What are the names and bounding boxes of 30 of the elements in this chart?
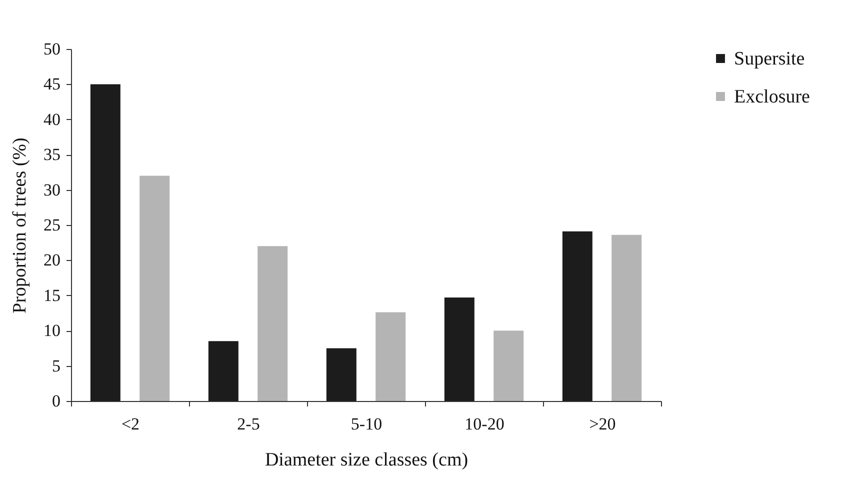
bar: [376, 312, 406, 401]
y-tick-label: 20: [44, 250, 60, 270]
bar: [494, 330, 524, 401]
y-tick-label: 50: [44, 40, 60, 58]
bar: [90, 84, 120, 401]
y-tick-label: 35: [44, 145, 60, 164]
y-tick-label: 10: [44, 321, 60, 340]
bar: [326, 348, 356, 401]
bar: [258, 246, 288, 401]
y-tick-label: 5: [52, 356, 60, 376]
y-tick-label: 40: [44, 110, 60, 129]
y-axis-title: Proportion of trees (%): [10, 138, 30, 314]
x-tick-label: >20: [589, 414, 616, 434]
bar: [140, 176, 170, 401]
y-tick-label: 0: [52, 392, 60, 410]
bar: [444, 298, 474, 401]
bar: [612, 234, 642, 401]
bar: [562, 231, 592, 401]
bar: [208, 341, 238, 401]
x-tick-label: 5-10: [350, 414, 382, 434]
x-tick-label: 2-5: [237, 414, 260, 434]
x-tick-label: <2: [121, 414, 140, 434]
legend-label: Exclosure: [734, 86, 810, 108]
legend-label: Supersite: [734, 48, 805, 70]
y-tick-label: 25: [44, 216, 60, 234]
x-axis-title: Diameter size classes (cm): [264, 450, 468, 470]
y-tick-label: 15: [44, 286, 60, 305]
y-tick-label: 45: [44, 74, 60, 94]
x-tick-label: 10-20: [464, 414, 504, 434]
y-tick-label: 30: [44, 180, 60, 200]
